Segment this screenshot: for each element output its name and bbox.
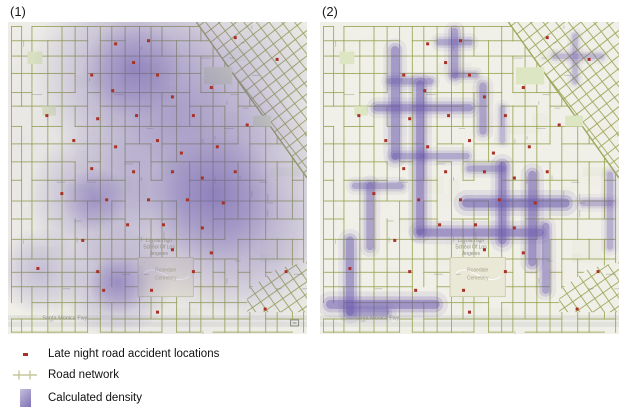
panel-label-1: (1): [10, 4, 26, 19]
legend-row-accidents: Late night road accident locations: [10, 345, 219, 363]
legend: Late night road accident locations Road …: [10, 345, 219, 409]
legend-label-density: Calculated density: [48, 392, 142, 404]
density-swatch-icon: [19, 389, 31, 407]
map-panel-network: (2): [320, 4, 619, 334]
road-network-icon: [13, 370, 37, 380]
legend-row-density: Calculated density: [10, 387, 219, 409]
map-canvas-planar-density: [8, 22, 307, 334]
legend-label-road-network: Road network: [48, 369, 119, 381]
legend-label-accidents: Late night road accident locations: [48, 348, 220, 360]
map-canvas-network-density: [320, 22, 619, 334]
panel-label-2: (2): [322, 4, 338, 19]
accident-marker-icon: [22, 352, 28, 356]
legend-row-road-network: Road network: [10, 366, 219, 384]
map-panel-planar: (1): [8, 4, 307, 334]
